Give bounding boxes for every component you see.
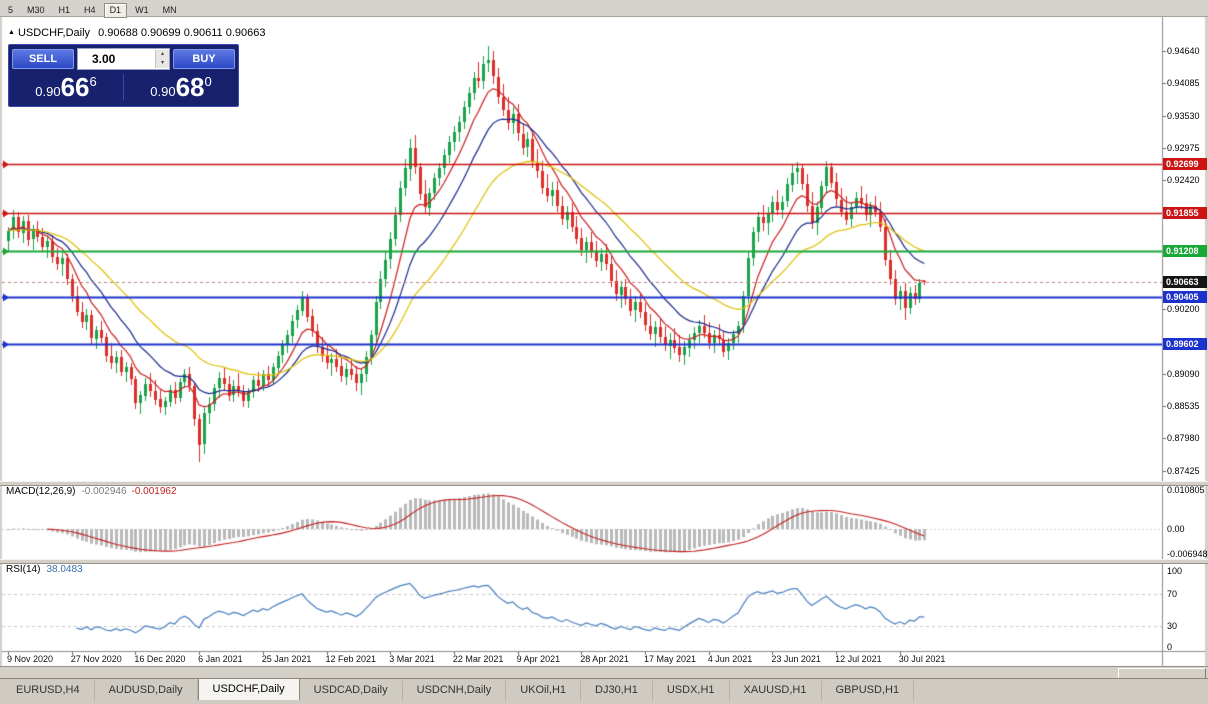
sell-price-big: 66 (60, 71, 90, 102)
timeframe-button-5[interactable]: 5 (8, 5, 14, 15)
timeframe-button-mn[interactable]: MN (162, 5, 177, 15)
timeframe-button-h1[interactable]: H1 (58, 5, 71, 15)
macd-signal-value: -0.001962 (131, 486, 177, 497)
macd-name: MACD(12,26,9) (6, 486, 76, 497)
date-label: 30 Jul 2021 (898, 654, 946, 664)
date-label: 27 Nov 2020 (70, 654, 122, 664)
timeframe-toolbar: 5 M30 H1 H4 D1 W1 MN (0, 0, 1208, 18)
hline-price-badge: 0.89602 (1163, 338, 1207, 351)
price-axis-label: 0.87425 (1167, 465, 1200, 476)
price-axis-label: 0.88535 (1167, 401, 1200, 412)
sell-price-prefix: 0.90 (35, 83, 61, 99)
chart-tab-dj30[interactable]: DJ30,H1 (581, 681, 653, 701)
macd-indicator-label: MACD(12,26,9) -0.002946 -0.001962 (6, 486, 177, 497)
chart-tab-eurusd[interactable]: EURUSD,H4 (2, 681, 95, 701)
rsi-value: 38.0483 (46, 564, 83, 575)
date-label: 22 Mar 2021 (452, 654, 504, 664)
timeframe-button-m30[interactable]: M30 (27, 5, 45, 15)
hline-price-badge: 0.90405 (1163, 291, 1207, 304)
hline-price-badge: 0.91855 (1163, 206, 1207, 219)
timeframe-button-w1[interactable]: W1 (135, 5, 149, 15)
price-axis-label: 0.92975 (1167, 142, 1200, 153)
expand-triangle-icon[interactable]: ▲ (8, 29, 15, 36)
volume-down-icon[interactable]: ▾ (156, 58, 169, 68)
rsi-axis-label: 100 (1167, 566, 1183, 576)
price-axis-label: 0.94085 (1167, 78, 1200, 89)
hline-price-badge: 0.92699 (1163, 157, 1207, 170)
chart-tabs: EURUSD,H4 AUDUSD,Daily USDCHF,Daily USDCAD,… (0, 678, 1208, 704)
chart-symbol-period: USDCHF,Daily (17, 27, 91, 39)
timeframe-button-d1[interactable]: D1 (103, 3, 128, 18)
rsi-axis-label: 30 (1167, 620, 1178, 631)
chart-title: ▲ USDCHF,Daily 0.90688 0.90699 0.90611 0.9… (8, 27, 265, 39)
chart-tab-audusd[interactable]: AUDUSD,Daily (95, 681, 198, 701)
macd-main-value: -0.002946 (81, 486, 127, 497)
hline-price-badge: 0.91208 (1163, 244, 1207, 257)
chart-tab-usdx[interactable]: USDX,H1 (653, 681, 730, 701)
price-axis-label: 0.94640 (1167, 45, 1200, 56)
volume-input[interactable]: 3.00 ▴ ▾ (77, 47, 170, 70)
chart-tab-gbpusd[interactable]: GBPUSD,H1 (822, 681, 915, 701)
volume-value: 3.00 (92, 51, 116, 66)
price-axis-label: 0.89090 (1167, 368, 1200, 379)
pane-separator-rsi[interactable] (0, 559, 1208, 564)
timeframe-button-h4[interactable]: H4 (84, 5, 96, 15)
date-label: 17 May 2021 (644, 654, 697, 664)
chart-tab-usdchf[interactable]: USDCHF,Daily (197, 678, 300, 700)
price-axis-label: 0.87980 (1167, 433, 1200, 444)
price-divider (123, 74, 124, 100)
price-axis-label: 0.93530 (1167, 110, 1200, 121)
date-label: 23 Jun 2021 (771, 654, 821, 664)
one-click-trading-panel: SELL 3.00 ▴ ▾ BUY 0.90666 0.90680 (8, 44, 239, 107)
macd-axis-label: 0.010805 (1167, 485, 1205, 496)
buy-price-big: 68 (175, 71, 205, 102)
rsi-axis-label: 70 (1167, 589, 1178, 600)
macd-axis-label: -0.006948 (1167, 549, 1208, 560)
date-label: 12 Feb 2021 (325, 654, 377, 664)
sell-price-pip: 6 (89, 73, 97, 89)
buy-price-pip: 0 (204, 73, 212, 89)
chart-tab-xauusd[interactable]: XAUUSD,H1 (730, 681, 822, 701)
date-label: 3 Mar 2021 (389, 654, 435, 664)
rsi-indicator-label: RSI(14) 38.0483 (6, 564, 83, 575)
date-label: 25 Jan 2021 (261, 654, 312, 664)
rsi-axis-label: 0 (1167, 642, 1173, 652)
current-price-badge: 0.90663 (1163, 276, 1207, 289)
price-axis-label: 0.90200 (1167, 304, 1200, 315)
rsi-name: RSI(14) (6, 564, 41, 575)
macd-axis-label: 0.00 (1167, 524, 1185, 535)
buy-button[interactable]: BUY (173, 48, 235, 69)
pane-separator-macd[interactable] (0, 481, 1208, 486)
chart-tab-ukoil[interactable]: UKOil,H1 (506, 681, 582, 701)
price-axis-label: 0.92420 (1167, 175, 1200, 186)
buy-price[interactable]: 0.90680 (124, 72, 238, 103)
date-label: 28 Apr 2021 (580, 654, 629, 664)
sell-button[interactable]: SELL (12, 48, 74, 69)
date-label: 6 Jan 2021 (198, 654, 243, 664)
chart-tab-usdcnh[interactable]: USDCNH,Daily (403, 681, 507, 701)
date-label: 4 Jun 2021 (707, 654, 753, 664)
date-label: 12 Jul 2021 (835, 654, 882, 664)
sell-price[interactable]: 0.90666 (9, 72, 123, 103)
date-label: 9 Nov 2020 (7, 654, 54, 664)
date-label: 9 Apr 2021 (516, 654, 561, 664)
chart-ohlc-values: 0.90688 0.90699 0.90611 0.90663 (98, 27, 266, 39)
date-label: 16 Dec 2020 (134, 654, 186, 664)
volume-up-icon[interactable]: ▴ (156, 49, 169, 59)
chart-tab-usdcad[interactable]: USDCAD,Daily (300, 681, 403, 701)
buy-price-prefix: 0.90 (150, 83, 176, 99)
